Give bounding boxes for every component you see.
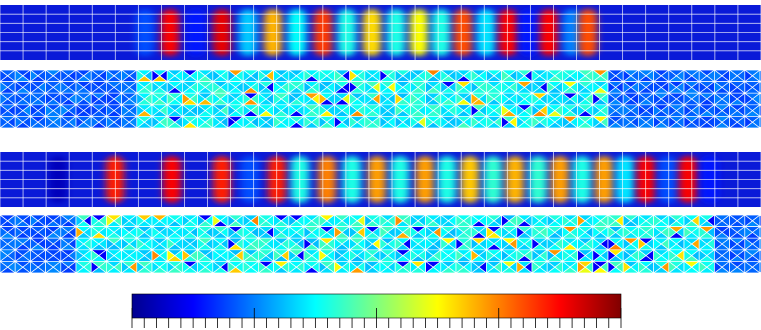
tri-mesh-strip [0,70,761,128]
quad-mesh-strip [0,5,761,60]
quad-mesh-strip [0,152,761,207]
tri-mesh-strip [0,215,761,273]
